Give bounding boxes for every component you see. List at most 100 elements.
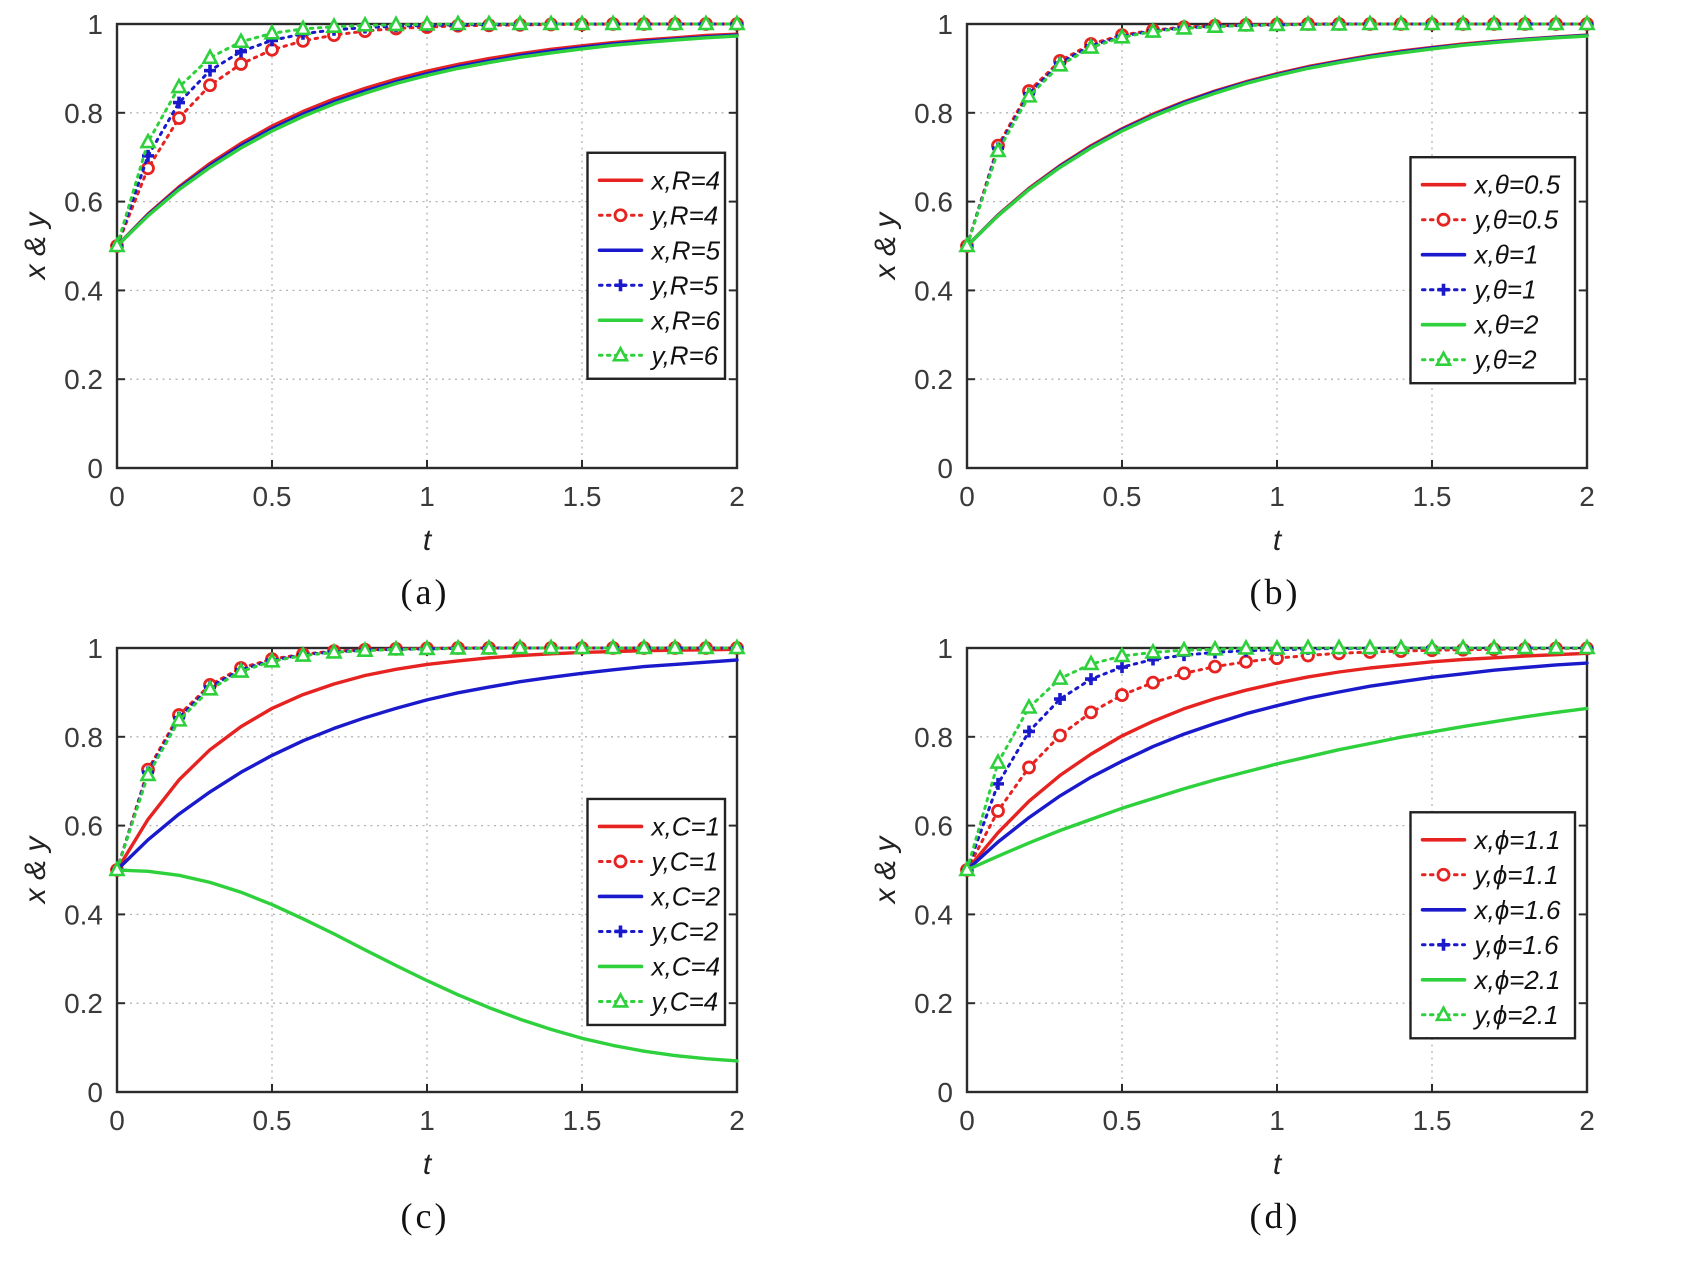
grid-lines (117, 24, 737, 468)
series-y,ϕ=2.1 (958, 638, 1596, 877)
svg-text:0.5: 0.5 (1103, 481, 1142, 512)
svg-text:1: 1 (87, 9, 103, 40)
legend-label: y,θ=1 (1473, 275, 1537, 305)
legend-label: y,C=1 (650, 846, 719, 876)
legend-entry-y,R=4: y,R=4 (598, 200, 719, 230)
svg-text:1: 1 (419, 481, 435, 512)
svg-text:0: 0 (109, 481, 125, 512)
legend-entry-y,C=2: y,C=2 (598, 916, 719, 946)
subplot-a: 0 0.5 1 1.5 2 0 0.2 0.4 0.6 0.8 1 t x & y x,R=4 y,R=4 x… (0, 8, 850, 632)
svg-text:0.5: 0.5 (253, 1105, 292, 1136)
svg-text:0.2: 0.2 (914, 988, 953, 1019)
series-x,C=2 (115, 658, 739, 872)
legend-label: x,R=6 (650, 305, 721, 335)
x-tick-labels: 0 0.5 1 1.5 2 (959, 481, 1595, 512)
legend-box (586, 797, 727, 1027)
x-tick-labels: 0 0.5 1 1.5 2 (109, 1105, 745, 1136)
x-axis-label: t (423, 1148, 433, 1181)
series-x,R=6 (115, 34, 739, 248)
svg-text:0: 0 (937, 453, 953, 484)
svg-text:0.8: 0.8 (64, 722, 103, 753)
chart-b-canvas: 0 0.5 1 1.5 2 0 0.2 0.4 0.6 0.8 1 t x & y x,θ=0.5 y,θ=… (855, 8, 1695, 568)
svg-text:1: 1 (1269, 481, 1285, 512)
svg-text:1.5: 1.5 (563, 481, 602, 512)
series-y,R=6 (108, 14, 746, 253)
series-y,θ=2 (958, 14, 1596, 253)
legend-entry-x,C=4: x,C=4 (597, 951, 720, 981)
legend-entry-x,θ=1: x,θ=1 (1420, 240, 1538, 270)
legend-label: x,ϕ=1.6 (1473, 895, 1562, 925)
svg-text:0: 0 (87, 1077, 103, 1108)
caption-c: (c) (400, 1196, 450, 1236)
svg-text:0.6: 0.6 (64, 187, 103, 218)
svg-text:2: 2 (1579, 481, 1595, 512)
svg-text:2: 2 (1579, 1105, 1595, 1136)
subplot-d: 0 0.5 1 1.5 2 0 0.2 0.4 0.6 0.8 1 t x & y x,ϕ=1.1 y,ϕ=… (850, 632, 1700, 1256)
legend-label: x,ϕ=1.1 (1473, 825, 1561, 855)
legend-entry-x,θ=2: x,θ=2 (1420, 310, 1540, 340)
legend-label: y,R=4 (650, 200, 719, 230)
legend: x,ϕ=1.1 y,ϕ=1.1 x,ϕ=1.6 y,ϕ=1.6 x,ϕ=2.1 y,ϕ=2… (1409, 811, 1577, 1040)
svg-text:0.2: 0.2 (64, 988, 103, 1019)
legend-label: y,θ=0.5 (1473, 205, 1559, 235)
caption-d: (d) (1249, 1196, 1301, 1236)
svg-text:1: 1 (87, 633, 103, 664)
svg-text:2: 2 (729, 481, 745, 512)
legend-entry-y,C=4: y,C=4 (598, 986, 719, 1016)
legend-label: x,R=4 (650, 165, 721, 195)
series-x,ϕ=2.1 (965, 706, 1589, 872)
x-axis-label: t (423, 524, 433, 557)
legend-entry-y,θ=2: y,θ=2 (1421, 345, 1537, 375)
series-x,θ=2 (965, 34, 1589, 248)
svg-text:0.2: 0.2 (64, 364, 103, 395)
svg-text:0.6: 0.6 (914, 811, 953, 842)
y-tick-labels: 0 0.2 0.4 0.6 0.8 1 (64, 9, 103, 484)
legend-entry-x,ϕ=1.6: x,ϕ=1.6 (1420, 895, 1562, 925)
legend-box (586, 151, 727, 380)
subplot-b: 0 0.5 1 1.5 2 0 0.2 0.4 0.6 0.8 1 t x & y x,θ=0.5 y,θ=… (850, 8, 1700, 632)
legend-label: y,C=4 (650, 986, 719, 1016)
legend-entry-x,ϕ=2.1: x,ϕ=2.1 (1420, 965, 1561, 995)
svg-text:0.5: 0.5 (253, 481, 292, 512)
legend-entry-x,C=1: x,C=1 (597, 811, 720, 841)
legend-box (1409, 811, 1577, 1040)
subplot-c: 0 0.5 1 1.5 2 0 0.2 0.4 0.6 0.8 1 t x & y x,C=1 y,C=1 x… (0, 632, 850, 1256)
svg-text:1: 1 (419, 1105, 435, 1136)
legend-label: x,ϕ=2.1 (1473, 965, 1561, 995)
legend-entry-x,R=6: x,R=6 (597, 305, 721, 335)
y-axis-label: x & y (869, 211, 902, 282)
legend: x,C=1 y,C=1 x,C=2 y,C=2 x,C=4 y,C=4 (586, 797, 727, 1027)
legend-entry-y,θ=1: y,θ=1 (1421, 275, 1537, 305)
legend-entry-y,θ=0.5: y,θ=0.5 (1421, 205, 1559, 235)
grid-lines (117, 648, 737, 1092)
legend-entry-y,ϕ=1.6: y,ϕ=1.6 (1421, 930, 1559, 960)
series-x,ϕ=1.1 (965, 651, 1589, 872)
svg-text:1.5: 1.5 (1413, 481, 1452, 512)
legend-label: y,R=6 (650, 340, 719, 370)
svg-text:1: 1 (1269, 1105, 1285, 1136)
svg-text:0: 0 (937, 1077, 953, 1108)
svg-text:0: 0 (959, 1105, 975, 1136)
legend-label: x,θ=2 (1473, 310, 1540, 340)
svg-text:0: 0 (959, 481, 975, 512)
y-tick-labels: 0 0.2 0.4 0.6 0.8 1 (914, 633, 953, 1108)
caption-a: (a) (400, 572, 450, 612)
legend-label: y,R=5 (650, 270, 719, 300)
svg-text:0.4: 0.4 (64, 899, 103, 930)
svg-text:1.5: 1.5 (563, 1105, 602, 1136)
y-tick-labels: 0 0.2 0.4 0.6 0.8 1 (914, 9, 953, 484)
svg-text:0.8: 0.8 (914, 98, 953, 129)
svg-text:0.2: 0.2 (914, 364, 953, 395)
legend-label: y,ϕ=2.1 (1473, 1000, 1559, 1030)
legend-entry-x,θ=0.5: x,θ=0.5 (1420, 170, 1561, 200)
legend-label: x,C=2 (650, 881, 721, 911)
legend-entry-x,R=5: x,R=5 (597, 235, 721, 265)
legend-entry-y,ϕ=2.1: y,ϕ=2.1 (1421, 1000, 1559, 1030)
svg-text:0.8: 0.8 (64, 98, 103, 129)
svg-text:1: 1 (937, 633, 953, 664)
y-axis-label: x & y (19, 835, 52, 906)
svg-text:0.4: 0.4 (914, 899, 953, 930)
legend-label: x,θ=0.5 (1473, 170, 1561, 200)
y-axis-label: x & y (869, 835, 902, 906)
